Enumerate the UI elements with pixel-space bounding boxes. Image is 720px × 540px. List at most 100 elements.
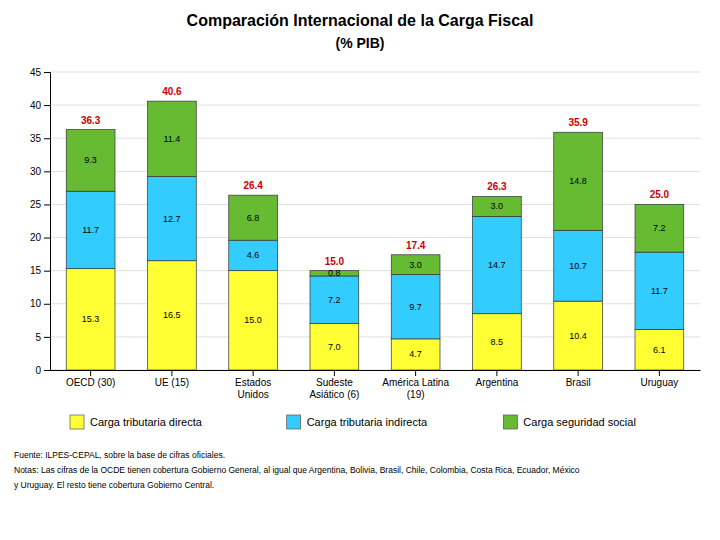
tick: 5 bbox=[35, 332, 50, 343]
data-label: 7.0 bbox=[328, 342, 341, 352]
footnote: Fuente: ILPES-CEPAL, sobre la base de ci… bbox=[14, 450, 225, 460]
tick: EstadosUnidos bbox=[235, 370, 271, 400]
grid bbox=[50, 72, 700, 370]
tick-label: OECD (30) bbox=[66, 377, 115, 388]
chart: Comparación Internacional de la Carga Fi… bbox=[0, 0, 720, 540]
tick-mark bbox=[496, 370, 497, 376]
data-label: 10.7 bbox=[569, 261, 587, 271]
tick-label: América Latina(19) bbox=[382, 377, 449, 400]
tick: 40 bbox=[30, 100, 50, 111]
data-label: 3.0 bbox=[491, 201, 504, 211]
tick-label: UE (15) bbox=[155, 377, 189, 388]
data-label: 10.4 bbox=[569, 331, 587, 341]
tick: 35 bbox=[30, 133, 50, 144]
tick-label: 30 bbox=[30, 166, 42, 177]
axis-line bbox=[44, 73, 51, 371]
total-label: 36.3 bbox=[81, 115, 101, 126]
data-label: 7.2 bbox=[653, 223, 666, 233]
grid-line bbox=[50, 72, 700, 73]
total-label: 26.4 bbox=[243, 180, 263, 191]
data-label: 4.6 bbox=[247, 250, 260, 260]
tick-label: 35 bbox=[30, 133, 42, 144]
tick: 20 bbox=[30, 232, 50, 243]
tick-label: Uruguay bbox=[640, 377, 678, 388]
bar bbox=[391, 339, 440, 370]
tick-mark bbox=[659, 370, 660, 376]
tick: 10 bbox=[30, 298, 50, 309]
data-label: 11.7 bbox=[651, 286, 668, 296]
tick: 0 bbox=[35, 365, 50, 376]
legend-swatch bbox=[70, 415, 84, 429]
total-label: 40.6 bbox=[162, 86, 182, 97]
tick-mark bbox=[44, 337, 50, 338]
bar bbox=[148, 177, 197, 261]
plot: 15.316.515.07.04.78.510.46.111.712.74.67… bbox=[30, 67, 701, 400]
tick-label: 15 bbox=[30, 265, 42, 276]
tick: UE (15) bbox=[155, 370, 189, 388]
tick: América Latina(19) bbox=[382, 370, 449, 400]
tick-mark bbox=[44, 138, 50, 139]
data-label: 11.4 bbox=[163, 134, 180, 144]
tick-mark bbox=[44, 271, 50, 272]
data-label: 7.2 bbox=[328, 295, 341, 305]
data-label: 9.7 bbox=[409, 302, 422, 312]
tick-label: SudesteAsiático (6) bbox=[309, 377, 359, 400]
bar bbox=[148, 101, 197, 176]
bars bbox=[66, 101, 684, 370]
tick-label: Brasil bbox=[566, 377, 591, 388]
total-label: 15.0 bbox=[325, 256, 345, 267]
axis-line bbox=[51, 370, 701, 371]
bar bbox=[554, 301, 603, 370]
footnotes: Fuente: ILPES-CEPAL, sobre la base de ci… bbox=[14, 450, 580, 490]
subtitle: (% PIB) bbox=[336, 35, 385, 51]
legend-swatch bbox=[503, 415, 517, 429]
tick-mark bbox=[44, 72, 50, 73]
tick-label: 5 bbox=[35, 332, 41, 343]
total-label: 26.3 bbox=[487, 181, 507, 192]
bar bbox=[229, 195, 278, 240]
chart-container: Comparación Internacional de la Carga Fi… bbox=[0, 0, 720, 540]
legend-swatch bbox=[287, 415, 301, 429]
tick-mark bbox=[44, 370, 50, 371]
tick-mark bbox=[44, 105, 50, 106]
tick: 15 bbox=[30, 265, 50, 276]
legend-label: Carga seguridad social bbox=[523, 416, 636, 428]
tick-label: Argentina bbox=[475, 377, 518, 388]
tick-label: 40 bbox=[30, 100, 42, 111]
data-label: 11.7 bbox=[82, 225, 99, 235]
data-label: 16.5 bbox=[163, 310, 181, 320]
footnote: Notas: Las cifras de la OCDE tienen cobe… bbox=[14, 465, 580, 475]
tick-mark bbox=[44, 304, 50, 305]
bar bbox=[229, 271, 278, 370]
bar bbox=[66, 191, 115, 268]
bar bbox=[148, 261, 197, 370]
bar bbox=[391, 255, 440, 275]
tick-label: 0 bbox=[35, 365, 41, 376]
bar bbox=[554, 132, 603, 230]
data-label: 3.0 bbox=[409, 260, 422, 270]
bar bbox=[554, 230, 603, 301]
tick-mark bbox=[44, 238, 50, 239]
total-label: 35.9 bbox=[568, 117, 588, 128]
tick-label: 25 bbox=[30, 199, 42, 210]
data-label: 14.7 bbox=[488, 260, 506, 270]
bar bbox=[635, 330, 684, 370]
series bbox=[66, 101, 684, 276]
tick: 30 bbox=[30, 166, 50, 177]
data-label: 6.1 bbox=[653, 345, 666, 355]
legend-label: Carga tributaria directa bbox=[90, 416, 203, 428]
total-label: 25.0 bbox=[650, 189, 670, 200]
total-label: 17.4 bbox=[406, 240, 426, 251]
tick-label: 20 bbox=[30, 232, 42, 243]
data-label: 12.7 bbox=[163, 214, 181, 224]
data-label: 14.8 bbox=[569, 176, 587, 186]
data-label: 8.5 bbox=[491, 337, 504, 347]
tick: Uruguay bbox=[640, 370, 678, 388]
bar bbox=[635, 252, 684, 329]
bar bbox=[229, 240, 278, 270]
y-axis: 051015202530354045 bbox=[30, 67, 51, 376]
data-labels: 15.316.515.07.04.78.510.46.111.712.74.67… bbox=[81, 86, 670, 359]
tick-mark bbox=[44, 171, 50, 172]
title: Comparación Internacional de la Carga Fi… bbox=[187, 12, 534, 29]
tick: Argentina bbox=[475, 370, 518, 388]
